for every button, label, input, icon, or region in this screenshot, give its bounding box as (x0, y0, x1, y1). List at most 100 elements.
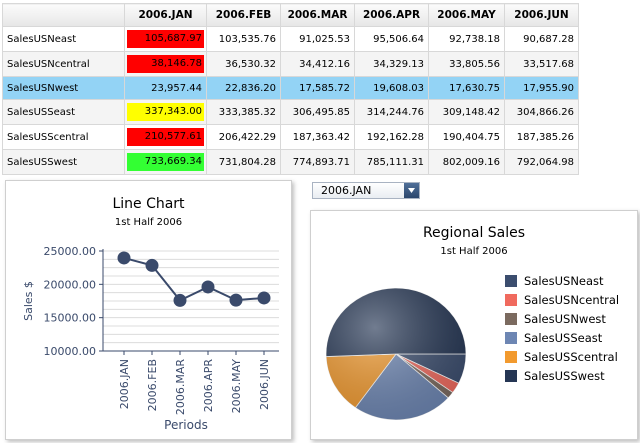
cell-value[interactable]: 731,804.28 (206, 149, 281, 175)
cell-value[interactable]: 774,893.71 (280, 149, 355, 175)
cell-value[interactable]: 22,836.20 (206, 76, 281, 100)
column-header[interactable]: 2006.APR (354, 3, 429, 27)
legend-label: SalesUSSeast (524, 330, 603, 345)
pie-chart (325, 287, 467, 421)
legend-swatch (505, 274, 517, 287)
cell-value[interactable]: 33,517.68 (504, 51, 579, 77)
line-chart-panel: Line Chart 1st Half 2006 10000.00 15000.0… (5, 180, 292, 440)
cell-value[interactable]: 23,957.44 (124, 76, 207, 100)
x-tick-label: 2006.FEB (146, 359, 159, 411)
grid-corner-cell (2, 3, 125, 27)
cell-value[interactable]: 91,025.53 (280, 26, 355, 52)
legend-item: SalesUSSwest (505, 366, 619, 385)
y-tick-label: 25000.00 (44, 245, 97, 258)
cell-value[interactable]: 17,955.90 (504, 76, 579, 100)
cell-value[interactable]: 34,412.16 (280, 51, 355, 77)
cell-value[interactable]: 92,738.18 (428, 26, 505, 52)
cell-value[interactable]: 34,329.13 (354, 51, 429, 77)
sales-grid: 2006.JAN 2006.FEB 2006.MAR 2006.APR 2006… (2, 3, 579, 175)
cell-value[interactable]: 306,495.85 (280, 99, 355, 125)
cell-value: 337,343.00 (127, 103, 204, 121)
column-header[interactable]: 2006.JUN (504, 3, 579, 27)
cell-value[interactable]: 19,608.03 (354, 76, 429, 100)
legend-item: SalesUSNwest (505, 309, 619, 328)
legend-swatch (505, 369, 517, 382)
line-chart: 10000.00 15000.00 20000.00 25000.00 Sales $ 2… (22, 245, 279, 432)
x-tick-label: 2006.JAN (118, 359, 131, 409)
x-axis-label: Periods (164, 418, 208, 432)
grid-header-row: 2006.JAN 2006.FEB 2006.MAR 2006.APR 2006… (2, 3, 579, 27)
cell-value[interactable]: 206,422.29 (206, 124, 281, 150)
cell-value[interactable]: 187,385.26 (504, 124, 579, 150)
period-select-value: 2006.JAN (321, 184, 372, 197)
chevron-down-icon (408, 188, 415, 193)
legend-item: SalesUSNeast (505, 271, 619, 290)
legend-label: SalesUSNeast (524, 273, 604, 288)
table-row[interactable]: SalesUSNcentral 38,146.78 36,530.32 34,412.… (2, 51, 579, 77)
column-header[interactable]: 2006.FEB (206, 3, 281, 27)
table-row[interactable]: SalesUSNeast 105,687.97 103,535.76 91,025.5… (2, 26, 579, 52)
cell-value[interactable]: 95,506.64 (354, 26, 429, 52)
y-tick-label: 10000.00 (44, 345, 97, 358)
y-axis-label: Sales $ (22, 281, 35, 321)
data-point (117, 251, 131, 265)
cell-value[interactable]: 314,244.76 (354, 99, 429, 125)
column-header[interactable]: 2006.MAR (280, 3, 355, 27)
cell-value: 105,687.97 (127, 30, 204, 48)
row-header[interactable]: SalesUSNeast (2, 26, 125, 52)
cell-value[interactable]: 802,009.16 (428, 149, 505, 175)
cell-value[interactable]: 304,866.26 (504, 99, 579, 125)
cell-value[interactable]: 187,363.42 (280, 124, 355, 150)
cell-value[interactable]: 333,385.32 (206, 99, 281, 125)
cell-value[interactable]: 792,064.98 (504, 149, 579, 175)
data-point (257, 291, 271, 305)
period-select-button[interactable] (404, 183, 419, 198)
data-point (173, 293, 187, 307)
data-point (229, 293, 243, 307)
row-header[interactable]: SalesUSNcentral (2, 51, 125, 77)
cell-value[interactable]: 192,162.28 (354, 124, 429, 150)
table-row[interactable]: SalesUSNwest 23,957.44 22,836.20 17,585.72 1… (2, 76, 579, 100)
column-header[interactable]: 2006.JAN (124, 3, 207, 27)
x-tick-label: 2006.APR (202, 359, 215, 413)
cell-value[interactable]: 90,687.28 (504, 26, 579, 52)
column-header[interactable]: 2006.MAY (428, 3, 505, 27)
row-header[interactable]: SalesUSSwest (2, 149, 125, 175)
row-header[interactable]: SalesUSSeast (2, 99, 125, 125)
highlighted-cell[interactable]: 210,577.61 (124, 124, 207, 150)
legend-item: SalesUSSeast (505, 328, 619, 347)
y-tick-label: 20000.00 (44, 278, 97, 291)
table-row[interactable]: SalesUSScentral 210,577.61 206,422.29 187,3… (2, 124, 579, 150)
cell-value[interactable]: 17,585.72 (280, 76, 355, 100)
cell-value: 210,577.61 (127, 128, 204, 146)
cell-value[interactable]: 785,111.31 (354, 149, 429, 175)
line-chart-subtitle: 1st Half 2006 (114, 217, 183, 228)
cell-value[interactable]: 309,148.42 (428, 99, 505, 125)
cell-value[interactable]: 190,404.75 (428, 124, 505, 150)
highlighted-cell[interactable]: 105,687.97 (124, 26, 207, 52)
legend-swatch (505, 293, 517, 306)
cell-value: 733,669.34 (127, 153, 204, 171)
legend-item: SalesUSScentral (505, 347, 619, 366)
legend-swatch (505, 350, 517, 363)
row-header[interactable]: SalesUSNwest (2, 76, 125, 100)
data-point (145, 258, 159, 272)
cell-value[interactable]: 36,530.32 (206, 51, 281, 77)
highlighted-cell[interactable]: 38,146.78 (124, 51, 207, 77)
pie-legend: SalesUSNeast SalesUSNcentral SalesUSNwest S… (505, 271, 619, 385)
x-tick-label: 2006.MAR (174, 359, 187, 416)
table-row[interactable]: SalesUSSwest 733,669.34 731,804.28 774,893.… (2, 149, 579, 175)
cell-value[interactable]: 17,630.75 (428, 76, 505, 100)
row-header[interactable]: SalesUSScentral (2, 124, 125, 150)
pie-chart-title: Regional Sales (422, 225, 526, 241)
cell-value[interactable]: 103,535.76 (206, 26, 281, 52)
pie-slice (325, 287, 467, 357)
period-select[interactable]: 2006.JAN (312, 182, 420, 199)
cell-value[interactable]: 33,805.56 (428, 51, 505, 77)
highlighted-cell[interactable]: 733,669.34 (124, 149, 207, 175)
legend-item: SalesUSNcentral (505, 290, 619, 309)
highlighted-cell[interactable]: 337,343.00 (124, 99, 207, 125)
pie-chart-panel: Regional Sales 1st Half 2006 SalesUSNeas… (310, 210, 638, 440)
legend-label: SalesUSScentral (524, 349, 618, 364)
table-row[interactable]: SalesUSSeast 337,343.00 333,385.32 306,495.… (2, 99, 579, 125)
